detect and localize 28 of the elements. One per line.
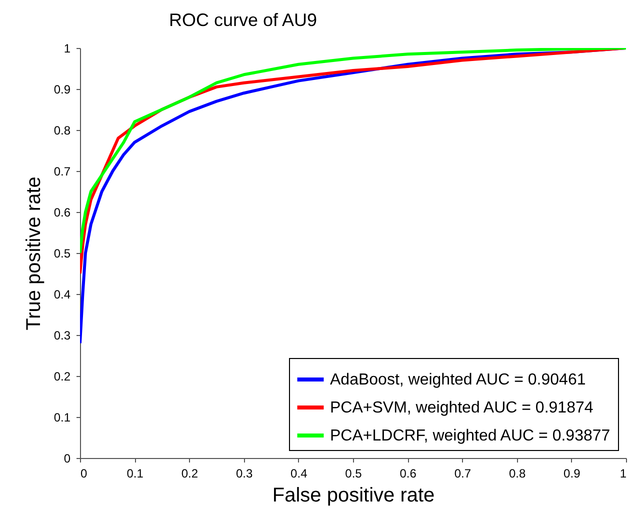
legend-label: PCA+SVM, weighted AUC = 0.91874	[330, 400, 594, 416]
x-tick-label: 0.1	[126, 466, 144, 480]
x-tick-label: 0.2	[181, 466, 198, 480]
x-tick-label: 0.6	[400, 466, 417, 480]
x-tick-label: 0.7	[454, 466, 472, 480]
y-tick-label: 0.8	[54, 124, 71, 138]
y-tick-label: 0.9	[54, 82, 71, 96]
x-tick-label: 0.5	[345, 466, 362, 480]
legend-label: AdaBoost, weighted AUC = 0.90461	[330, 372, 586, 388]
x-tick-label: 0.8	[508, 466, 526, 480]
y-tick-label: 0.2	[54, 370, 71, 384]
y-tick-label: 0	[64, 452, 71, 466]
y-tick-label: 0.3	[54, 328, 71, 342]
legend-label: PCA+LDCRF, weighted AUC = 0.93877	[330, 428, 610, 444]
x-axis-title: False positive rate	[272, 484, 435, 506]
y-tick-label: 0.4	[54, 288, 71, 302]
x-tick-label: 0	[80, 466, 88, 480]
y-tick-label: 1	[64, 42, 71, 56]
y-axis-title: True positive rate	[22, 176, 45, 330]
chart-title: ROC curve of AU9	[168, 10, 318, 30]
x-tick-label: 1	[620, 466, 627, 480]
y-tick-label: 0.5	[54, 246, 71, 260]
x-tick-label: 0.4	[290, 466, 308, 480]
y-tick-label: 0.7	[54, 164, 71, 178]
x-tick-label: 0.9	[564, 466, 581, 480]
y-tick-label: 0.1	[54, 410, 71, 424]
y-tick-label: 0.6	[54, 206, 71, 220]
x-tick-label: 0.3	[236, 466, 253, 480]
